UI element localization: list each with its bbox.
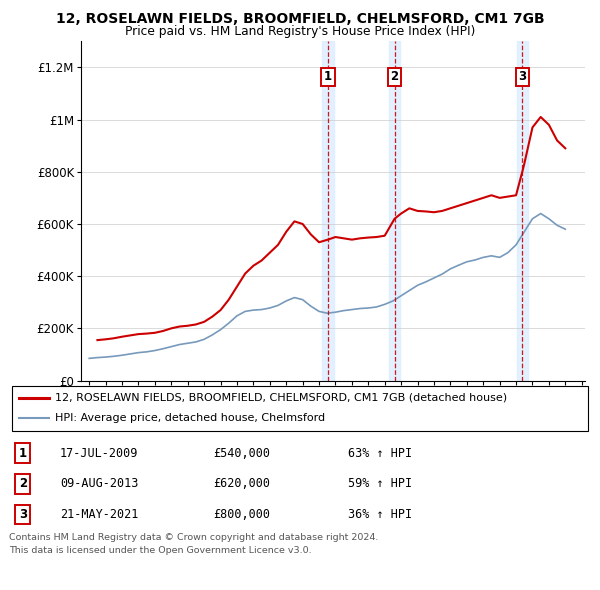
Text: 36% ↑ HPI: 36% ↑ HPI [348,508,412,521]
Text: 12, ROSELAWN FIELDS, BROOMFIELD, CHELMSFORD, CM1 7GB (detached house): 12, ROSELAWN FIELDS, BROOMFIELD, CHELMSF… [55,392,508,402]
Text: 09-AUG-2013: 09-AUG-2013 [60,477,139,490]
Text: 1: 1 [324,70,332,83]
Text: £800,000: £800,000 [213,508,270,521]
Text: Price paid vs. HM Land Registry's House Price Index (HPI): Price paid vs. HM Land Registry's House … [125,25,475,38]
Bar [389,41,400,381]
Bar [322,41,334,381]
Text: £540,000: £540,000 [213,447,270,460]
FancyBboxPatch shape [12,386,588,431]
Text: 2: 2 [19,477,27,490]
Text: 2: 2 [391,70,398,83]
Text: 59% ↑ HPI: 59% ↑ HPI [348,477,412,490]
Text: £620,000: £620,000 [213,477,270,490]
Text: 3: 3 [518,70,526,83]
Text: 1: 1 [19,447,27,460]
Text: This data is licensed under the Open Government Licence v3.0.: This data is licensed under the Open Gov… [9,546,311,555]
Bar [517,41,528,381]
Text: 3: 3 [19,508,27,521]
Text: HPI: Average price, detached house, Chelmsford: HPI: Average price, detached house, Chel… [55,414,325,423]
Text: 21-MAY-2021: 21-MAY-2021 [60,508,139,521]
Text: 12, ROSELAWN FIELDS, BROOMFIELD, CHELMSFORD, CM1 7GB: 12, ROSELAWN FIELDS, BROOMFIELD, CHELMSF… [56,12,544,26]
Text: 63% ↑ HPI: 63% ↑ HPI [348,447,412,460]
Text: 17-JUL-2009: 17-JUL-2009 [60,447,139,460]
Text: Contains HM Land Registry data © Crown copyright and database right 2024.: Contains HM Land Registry data © Crown c… [9,533,379,542]
